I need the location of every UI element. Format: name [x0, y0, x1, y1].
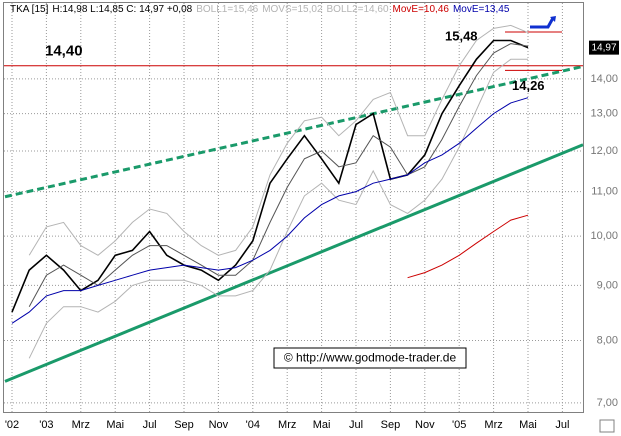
trend-line [4, 143, 584, 383]
x-tick-label: Mrz [72, 419, 90, 431]
header: TKA [15] H:14,98 L:14,85 C: 14,97 +0,08 BO… [10, 4, 510, 15]
x-tick-label: Mai [106, 419, 124, 431]
series-line [28, 24, 529, 256]
x-tick-label: '03 [39, 419, 53, 431]
legend-entry: BOLL2=14,60 [327, 4, 389, 15]
plot-frame [3, 2, 584, 413]
x-tick-label: Nov [415, 419, 435, 431]
x-tick-label: Jul [555, 419, 569, 431]
y-tick-label: 10,00 [590, 230, 618, 242]
x-tick-label: Mrz [484, 419, 502, 431]
corner-icon [599, 419, 615, 433]
arrow-icon [530, 17, 555, 29]
x-tick-label: '04 [246, 419, 260, 431]
x-tick-label: Sep [381, 419, 401, 431]
x-tick-label: Nov [209, 419, 229, 431]
y-tick-label: 12,00 [590, 145, 618, 157]
x-tick-label: Mai [519, 419, 537, 431]
watermark-box [273, 347, 467, 369]
marks: 14,40 15,48 14,26 14,97 [4, 24, 619, 383]
y-tick-label: 7,00 [597, 397, 618, 409]
x-tick-label: Mrz [278, 419, 296, 431]
y-tick-label: 11,00 [591, 186, 618, 198]
x-tick-label: '02 [5, 419, 19, 431]
y-tick-label: 8,00 [597, 334, 618, 346]
series-line [28, 58, 528, 359]
grid: 7,00 8,00 9,00 10,00 11,00 12,00 13,00 14,00 '02… [4, 3, 618, 431]
legend-entry: MovE=10,46 [393, 4, 450, 15]
y-tick-label: 13,00 [590, 107, 618, 119]
y-tick-label: 14,00 [590, 73, 618, 85]
x-tick-label: Jul [143, 419, 157, 431]
last-price-label: 14,97 [591, 42, 616, 53]
x-tick-label: Jul [349, 419, 363, 431]
legend-entry: TKA [15] [10, 4, 49, 15]
level-label: 14,26 [512, 78, 545, 93]
level-label: 14,40 [45, 43, 83, 60]
legend-entry: BOLL1=15,46 [196, 4, 258, 15]
legend-entry: MOVS=15,02 [262, 4, 323, 15]
last-price-box [589, 40, 619, 55]
legend-entry: MovE=13,45 [453, 4, 510, 15]
series-line [11, 39, 529, 313]
series-line [407, 214, 529, 279]
x-tick-label: '05 [452, 419, 466, 431]
x-tick-label: Sep [174, 419, 194, 431]
x-tick-label: Mai [313, 419, 331, 431]
arrow-head [550, 16, 556, 22]
series-line [11, 97, 529, 324]
watermark: © http://www.godmode-trader.de [284, 351, 457, 365]
level-label: 15,48 [445, 28, 478, 43]
quote: H:14,98 L:14,85 C: 14,97 +0,08 [52, 4, 192, 15]
y-tick-label: 9,00 [597, 279, 618, 291]
series-line [28, 43, 529, 307]
